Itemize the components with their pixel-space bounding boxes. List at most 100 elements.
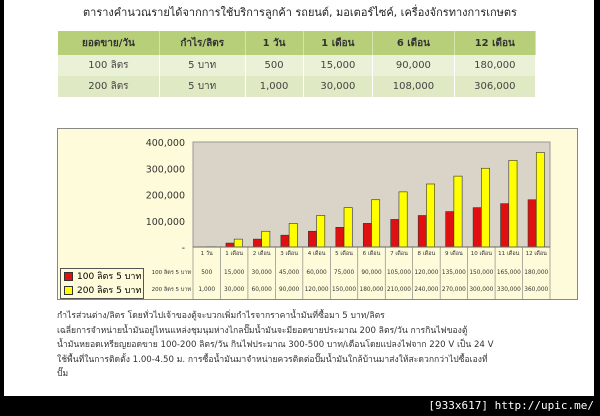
bar-200-liter xyxy=(481,167,490,248)
x-category-label: 3 เดือน xyxy=(280,250,298,257)
bar-200-liter xyxy=(233,238,243,248)
column-header: 6 เดือน xyxy=(372,31,455,55)
data-table-value: 270,000 xyxy=(442,287,466,293)
legend-swatch xyxy=(64,271,73,281)
column-header: 1 เดือน xyxy=(303,31,374,55)
data-table-series-label: 100 ลิตร 5 บาท xyxy=(152,269,192,276)
x-category-label: 7 เดือน xyxy=(390,250,408,257)
data-table-value: 30,000 xyxy=(224,287,245,293)
chart-legend: 100 ลิตร 5 บาท 200 ลิตร 5 บาท xyxy=(60,268,144,299)
x-category-label: 5 เดือน xyxy=(335,250,353,257)
bar-100-liter xyxy=(390,219,400,248)
x-category-label: 2 เดือน xyxy=(253,250,271,257)
paragraph-line: น้ำมันหยอดเหรียญยอดขาย 100-200 ลิตร/วัน … xyxy=(57,340,494,350)
paragraph-line: กำไรส่วนต่าง/ลิตร โดยทั่วไปเจ้าของตู้จะบ… xyxy=(57,311,385,321)
y-tick-label: - xyxy=(182,243,185,254)
y-tick-label: 300,000 xyxy=(146,164,185,175)
table-cell: 30,000 xyxy=(303,76,374,97)
bar-100-liter xyxy=(280,234,290,248)
data-table-value: 75,000 xyxy=(334,270,355,276)
bar-100-liter xyxy=(335,227,345,248)
bar-100-liter xyxy=(417,215,427,248)
x-category-label: 10 เดือน xyxy=(471,250,493,257)
bar-100-liter xyxy=(253,238,262,248)
data-table-value: 60,000 xyxy=(306,270,327,276)
bar-200-liter xyxy=(453,175,463,248)
table-cell: 5 บาท xyxy=(159,55,246,76)
data-table-value: 300,000 xyxy=(469,287,493,293)
bar-200-liter xyxy=(426,183,435,248)
bar-200-liter xyxy=(343,207,353,248)
y-tick-label: 400,000 xyxy=(146,138,185,149)
x-category-label: 1 วัน xyxy=(201,250,213,257)
income-table: ยอดขาย/วัน กำไร/ลิตร 1 วัน 1 เดือน 6 เดือน 12… xyxy=(58,31,537,97)
table-cell: 180,000 xyxy=(454,55,537,76)
bar-200-liter xyxy=(316,215,326,248)
table-cell: 108,000 xyxy=(372,76,455,97)
bar-200-liter xyxy=(288,223,298,248)
bar-100-liter xyxy=(308,230,317,248)
legend-swatch xyxy=(64,285,73,295)
legend-label: 100 ลิตร 5 บาท xyxy=(77,272,142,282)
table-cell: 500 xyxy=(245,55,304,76)
bar-100-liter xyxy=(362,223,372,248)
data-table-value: 120,000 xyxy=(305,287,329,293)
data-table-value: 45,000 xyxy=(279,270,300,276)
bar-200-liter xyxy=(398,191,408,248)
legend-item-200: 200 ลิตร 5 บาท xyxy=(61,283,143,297)
legend-label: 200 ลิตร 5 บาท xyxy=(77,286,142,296)
data-table-value: 165,000 xyxy=(497,270,521,276)
data-table-value: 240,000 xyxy=(414,287,438,293)
table-cell: 306,000 xyxy=(454,76,537,97)
data-table-value: 135,000 xyxy=(442,270,466,276)
data-table-value: 90,000 xyxy=(361,270,382,276)
x-category-label: 1 เดือน xyxy=(225,250,243,257)
bar-100-liter xyxy=(225,242,235,248)
data-table-value: 90,000 xyxy=(279,287,300,293)
y-tick-label: 100,000 xyxy=(146,217,185,228)
bar-100-liter xyxy=(472,207,482,248)
bar-100-liter xyxy=(445,211,455,248)
paragraph-line: ปั๊ม xyxy=(57,369,69,379)
x-category-label: 11 เดือน xyxy=(498,250,520,257)
x-category-label: 12 เดือน xyxy=(526,250,548,257)
paragraph-line: เฉลี่ยการจำหน่ายน้ำมันอยู่ไหนแหล่งชุมนุม… xyxy=(57,325,468,336)
image-host-watermark: [933x617] http://upic.me/ xyxy=(428,399,594,412)
data-table-value: 500 xyxy=(201,270,212,276)
data-table-value: 150,000 xyxy=(332,287,356,293)
legend-item-100: 100 ลิตร 5 บาท xyxy=(61,269,143,283)
chart-svg: - 100,000 200,000 300,000 400,000 1 วัน 1 เดือ… xyxy=(146,138,551,299)
bar-200-liter xyxy=(508,160,518,248)
table-header-row: ยอดขาย/วัน กำไร/ลิตร 1 วัน 1 เดือน 6 เดือน 12… xyxy=(58,31,537,55)
page-title: ตารางคำนวณรายได้จากการใช้บริการลูกค้า รถ… xyxy=(83,6,517,19)
bar-200-liter xyxy=(371,199,381,248)
data-table-value: 15,000 xyxy=(224,270,245,276)
column-header: 12 เดือน xyxy=(454,31,537,55)
table-cell: 200 ลิตร xyxy=(58,76,160,97)
bar-200-liter xyxy=(535,152,545,248)
data-table-value: 360,000 xyxy=(524,287,548,293)
paragraph-line: ใช้พื้นที่ในการติดตั้ง 1.00-4.50 ม. การซ… xyxy=(57,354,488,365)
bar-100-liter xyxy=(527,199,537,248)
data-table-value: 150,000 xyxy=(469,270,493,276)
data-table-value: 60,000 xyxy=(252,287,273,293)
table-cell: 15,000 xyxy=(303,55,374,76)
table-row: 100 ลิตร 5 บาท 500 15,000 90,000 180,000 xyxy=(58,55,537,76)
column-header: 1 วัน xyxy=(245,31,304,55)
data-table-value: 30,000 xyxy=(252,270,273,276)
x-category-label: 9 เดือน xyxy=(445,250,463,257)
data-table-value: 1,000 xyxy=(198,287,215,293)
table-cell: 1,000 xyxy=(245,76,304,97)
data-table-value: 210,000 xyxy=(387,287,411,293)
data-table-series-label: 200 ลิตร 5 บาท xyxy=(152,286,192,293)
bar-200-liter xyxy=(261,230,271,248)
chart: - 100,000 200,000 300,000 400,000 1 วัน 1 เดือ… xyxy=(57,128,578,300)
description-paragraph: กำไรส่วนต่าง/ลิตร โดยทั่วไปเจ้าของตู้จะบ… xyxy=(57,309,595,382)
x-category-label: 4 เดือน xyxy=(308,250,326,257)
data-table-value: 120,000 xyxy=(414,270,438,276)
x-category-label: 8 เดือน xyxy=(418,250,436,257)
table-cell: 100 ลิตร xyxy=(58,55,160,76)
column-header: กำไร/ลิตร xyxy=(159,31,246,55)
x-category-label: 6 เดือน xyxy=(363,250,381,257)
data-table-value: 180,000 xyxy=(360,287,384,293)
